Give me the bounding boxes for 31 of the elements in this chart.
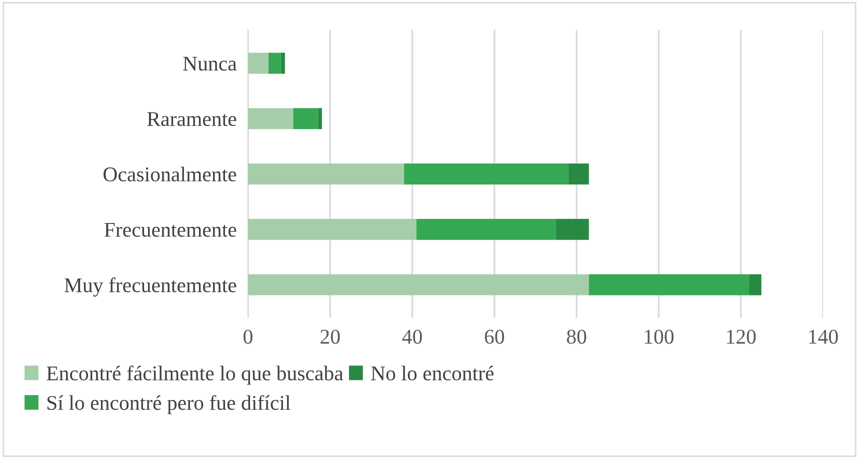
bar <box>556 218 589 240</box>
x-tick-label: 140 <box>809 330 838 344</box>
bar <box>293 108 318 130</box>
legend-label: Encontré fácilmente lo que buscaba <box>46 366 344 385</box>
bar <box>749 274 762 296</box>
bar <box>588 274 750 296</box>
y-tick-label: Raramente <box>147 112 236 126</box>
x-tick-label: 80 <box>566 330 586 344</box>
x-tick-label: 60 <box>484 330 504 344</box>
y-tick-label: Frecuentemente <box>104 222 236 237</box>
bar <box>404 163 568 185</box>
x-tick-label: 20 <box>320 330 340 344</box>
bar <box>280 52 285 74</box>
y-tick-label: Nunca <box>183 56 237 71</box>
y-tick-label: Muy frecuentemente <box>64 277 236 297</box>
bar <box>248 52 269 74</box>
bar <box>318 108 322 130</box>
x-tick-label: 100 <box>644 330 674 344</box>
x-tick-label: 120 <box>727 330 756 344</box>
legend-label: Sí lo encontré pero fue difícil <box>47 395 290 414</box>
y-tick-label: Ocasionalmente <box>104 166 236 182</box>
bar <box>416 218 556 240</box>
bar <box>248 108 294 130</box>
bar <box>248 163 404 185</box>
bar <box>248 218 416 240</box>
bar <box>268 52 281 74</box>
bar <box>248 274 589 296</box>
legend-label: No lo encontré <box>371 366 494 380</box>
bar <box>568 163 589 185</box>
x-tick-label: 0 <box>244 330 252 344</box>
x-tick-label: 40 <box>402 330 422 344</box>
